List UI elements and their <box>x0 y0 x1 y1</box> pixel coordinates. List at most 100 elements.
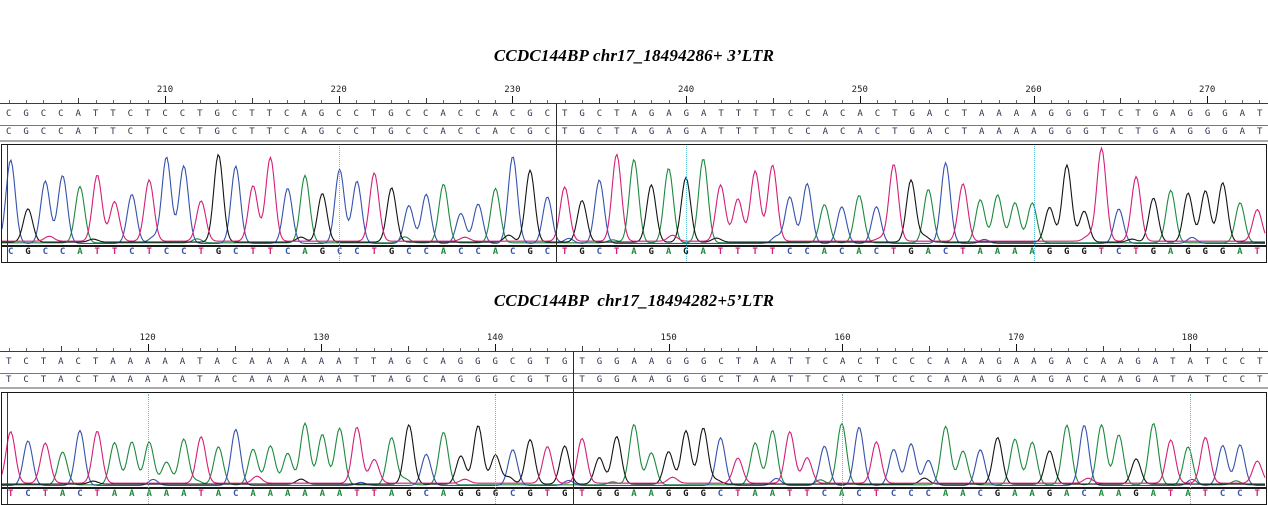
ruler-tick-label: 130 <box>313 333 330 343</box>
base-letter: G <box>1135 375 1141 385</box>
ruler-tick <box>8 348 10 351</box>
ruler-tick <box>720 100 722 103</box>
base-letter: C <box>336 127 342 137</box>
base-letter: T <box>544 375 551 385</box>
base-letter: T <box>735 357 742 367</box>
base-letter: T <box>717 247 724 257</box>
base-letter: T <box>249 127 255 137</box>
base-letter: G <box>23 127 29 137</box>
ruler-tick <box>790 348 792 351</box>
base-letter: C <box>787 127 794 137</box>
ruler-tick <box>964 348 965 351</box>
base-letter: A <box>752 489 758 499</box>
ruler-tick <box>755 100 757 103</box>
base-letter: C <box>510 247 516 257</box>
base-letter: C <box>231 375 238 385</box>
base-letter: C <box>231 127 238 137</box>
ruler-tick <box>616 100 618 103</box>
base-letter: C <box>422 357 429 367</box>
ruler-tick <box>929 346 931 351</box>
base-letter: T <box>250 247 256 257</box>
ruler-tick <box>981 100 983 103</box>
base-letter: G <box>666 357 672 367</box>
base-letter: T <box>5 375 12 385</box>
base-letter: A <box>388 357 394 367</box>
ruler-tick <box>373 100 375 103</box>
ruler-tick <box>599 98 601 103</box>
base-letter: T <box>92 375 99 385</box>
base-letter: C <box>890 489 897 499</box>
base-letter: G <box>648 127 655 137</box>
base-letter: A <box>978 109 985 119</box>
ruler-tick <box>1241 100 1243 103</box>
base-letter: A <box>925 247 931 257</box>
base-letter: T <box>1133 247 1139 257</box>
base-letter: A <box>336 489 343 499</box>
base-letter: A <box>284 489 291 499</box>
base-letter: A <box>1012 247 1018 257</box>
base-letter: C <box>909 357 915 367</box>
base-letter: G <box>996 375 1002 385</box>
ruler-tick <box>442 100 444 103</box>
base-letter: A <box>301 127 307 137</box>
ruler-tick <box>182 348 184 351</box>
base-letter: C <box>40 109 47 119</box>
base-letter: A <box>822 127 829 137</box>
ruler-tick <box>1033 96 1035 103</box>
base-letter: T <box>805 375 811 385</box>
base-letter: A <box>960 489 966 499</box>
base-letter: T <box>735 489 741 499</box>
base-letter: A <box>492 247 499 257</box>
base-letter: G <box>1185 247 1191 257</box>
base-letter: T <box>735 375 742 385</box>
ruler-tick <box>1085 348 1087 351</box>
base-letter: G <box>665 489 672 499</box>
base-letter: A <box>821 247 828 257</box>
base-letter: G <box>614 357 620 367</box>
base-letter: G <box>1048 109 1054 119</box>
ruler-tick <box>703 100 705 103</box>
ruler-tick-label: 180 <box>1181 333 1198 343</box>
base-letter: C <box>909 375 915 385</box>
base-letter: T <box>7 489 14 499</box>
base-letter: A <box>1013 109 1020 119</box>
base-letter: A <box>942 489 949 499</box>
position-guide-line <box>495 394 496 504</box>
ruler-tick <box>581 100 583 103</box>
ruler-tick <box>356 348 358 351</box>
base-letter: A <box>492 127 498 137</box>
base-letter: A <box>700 247 706 257</box>
base-letter: C <box>1083 375 1089 385</box>
ruler-tick <box>964 100 965 103</box>
ruler-tick <box>877 100 879 103</box>
position-ruler: 210 220 230 240 250 260 270 <box>0 84 1268 104</box>
ruler-tick <box>286 100 288 103</box>
ruler-tick <box>1259 100 1261 103</box>
base-letter: G <box>1065 127 1072 137</box>
base-letter: G <box>318 109 325 119</box>
base-letter: G <box>1152 127 1159 137</box>
ruler-tick <box>373 348 375 351</box>
base-letter: C <box>509 109 516 119</box>
ruler-tick <box>929 100 931 103</box>
base-letter: G <box>1135 357 1141 367</box>
base-letter: G <box>1150 247 1156 257</box>
base-letter: C <box>354 247 360 257</box>
base-letter: C <box>544 127 551 137</box>
base-letter: G <box>527 127 533 137</box>
base-letter: C <box>942 247 949 257</box>
ruler-tick <box>390 100 392 103</box>
base-letter: C <box>423 489 429 499</box>
base-letter: C <box>944 127 950 137</box>
base-letter: C <box>179 109 186 119</box>
base-letter: C <box>1222 357 1228 367</box>
ruler-tick <box>894 100 896 103</box>
base-letter: G <box>579 247 585 257</box>
base-letter: G <box>214 109 220 119</box>
position-guide-line <box>338 146 340 261</box>
base-letter: G <box>1064 247 1070 257</box>
